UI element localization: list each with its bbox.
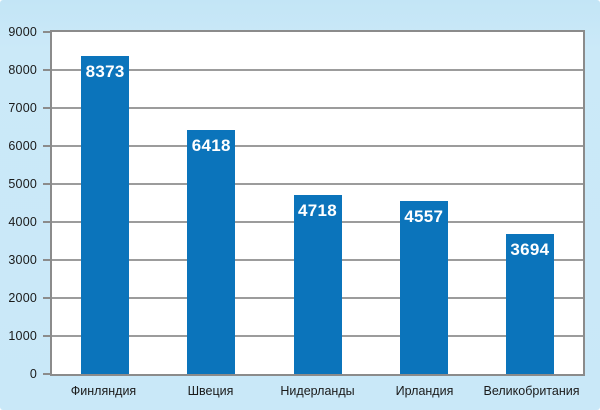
bar-value-label: 6418 <box>191 136 231 156</box>
y-tick-8000 <box>43 68 50 71</box>
y-tick-9000 <box>43 31 50 33</box>
y-tick-label-1000: 1000 <box>8 328 37 343</box>
bar-slot: 4557 <box>371 32 477 374</box>
bar-slot: 6418 <box>158 32 264 374</box>
y-tick-label-5000: 5000 <box>8 176 37 191</box>
y-tick-5000 <box>43 182 50 185</box>
x-category-label: Финляндия <box>70 384 137 398</box>
x-category-label: Швеция <box>187 384 234 398</box>
y-tick-label-3000: 3000 <box>8 252 37 267</box>
y-tick-0 <box>43 373 50 375</box>
gridline-8000 <box>52 68 583 71</box>
gridline-5000 <box>52 182 583 185</box>
y-tick-3000 <box>43 258 50 261</box>
y-tick-2000 <box>43 297 50 299</box>
y-tick-label-6000: 6000 <box>8 138 37 153</box>
gridline-7000 <box>52 106 583 109</box>
bar-value-label: 3694 <box>510 239 550 259</box>
bar-value-label: 4557 <box>404 206 444 226</box>
x-category-label: Ирландия <box>395 384 454 398</box>
y-tick-label-2000: 2000 <box>8 291 37 305</box>
bar-Ирландия: 4557 <box>399 200 448 374</box>
bar-value-label: 8373 <box>85 61 125 81</box>
y-tick-label-9000: 9000 <box>8 25 37 39</box>
y-tick-1000 <box>43 334 50 337</box>
plot-area: 0 1000 2000 3000 4000 5000 6000 7000 8000 9000 83… <box>8 25 585 381</box>
gridline-6000 <box>52 144 583 147</box>
y-tick-label-4000: 4000 <box>8 215 37 229</box>
y-tick-label-7000: 7000 <box>8 100 37 115</box>
bar-slot: 8373 <box>52 32 158 374</box>
x-category-label: Великобритания <box>483 384 580 398</box>
bar-value-label: 4718 <box>297 200 338 220</box>
bar-Нидерланды: 4718 <box>293 194 342 374</box>
y-tick-4000 <box>43 221 50 223</box>
bar-Швеция: 6418 <box>187 130 236 374</box>
x-axis-labels: Финляндия Швеция Нидерланды Ирландия Великоб… <box>50 384 585 398</box>
x-category-label: Нидерланды <box>280 384 355 398</box>
bar-slot: 3694 <box>477 32 583 374</box>
y-tick-label-8000: 8000 <box>8 62 37 77</box>
bars-layer: 8373 6418 4718 4557 3694 <box>52 32 583 374</box>
bar-slot: 4718 <box>264 32 370 374</box>
bar-Великобритания: 3694 <box>505 233 554 374</box>
y-tick-6000 <box>43 144 50 147</box>
y-tick-label-0: 0 <box>29 367 37 381</box>
bar-Финляндия: 8373 <box>81 55 130 374</box>
y-tick-7000 <box>43 106 50 109</box>
